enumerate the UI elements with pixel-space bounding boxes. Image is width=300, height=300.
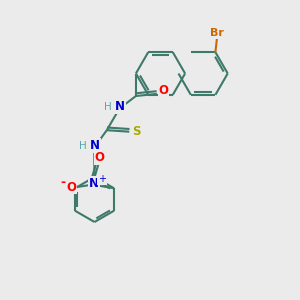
Text: H: H [79, 141, 87, 151]
Text: O: O [94, 151, 105, 164]
Text: +: + [98, 174, 106, 184]
Text: O: O [66, 181, 76, 194]
Text: Br: Br [210, 28, 224, 38]
Text: N: N [115, 100, 125, 113]
Text: -: - [61, 176, 66, 189]
Text: N: N [89, 177, 99, 190]
Text: H: H [104, 102, 112, 112]
Text: O: O [158, 83, 169, 97]
Text: S: S [133, 124, 141, 138]
Text: N: N [90, 139, 100, 152]
